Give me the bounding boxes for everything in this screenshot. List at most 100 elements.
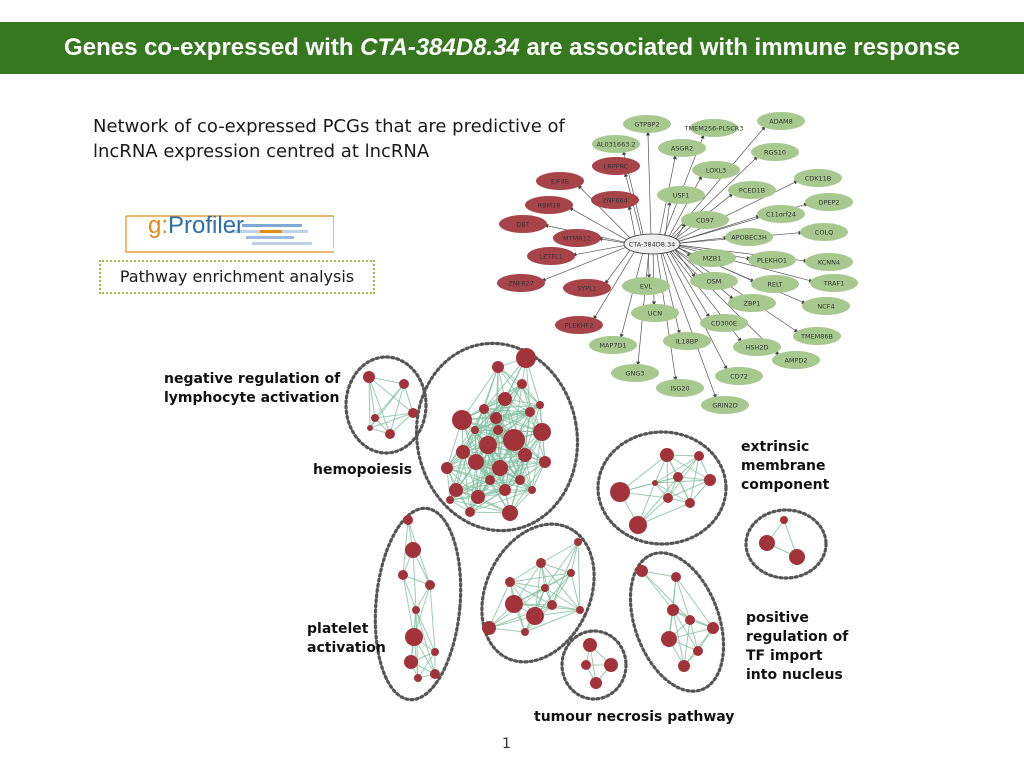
logo-g: g: — [148, 212, 169, 239]
gene-node-ampd2[interactable]: AMPD2 — [772, 351, 820, 369]
gene-label: ASGR2 — [671, 144, 693, 152]
gene-label: RELT — [767, 280, 782, 288]
cluster-node — [536, 558, 546, 568]
title-banner: Genes co-expressed with CTA-384D8.34 are… — [0, 22, 1024, 74]
edge-cd97 — [675, 222, 686, 241]
gene-node-gtpbp2[interactable]: GTPBP2 — [623, 115, 671, 133]
gene-node-lrpprc[interactable]: LRPPRC — [592, 157, 640, 175]
cluster-node — [652, 480, 658, 486]
gene-node-tmem86b[interactable]: TMEM86B — [793, 327, 841, 345]
cluster-label-platelet: platelet activation — [307, 621, 386, 656]
cluster-edges — [402, 519, 436, 679]
cluster-edges — [619, 454, 711, 526]
edge-znf627 — [541, 246, 628, 282]
cluster-outline — [596, 430, 728, 546]
cluster-label-tf-import: positive regulation of TF import into nu… — [746, 610, 849, 683]
gene-node-zbp1[interactable]: ZBP1 — [728, 294, 776, 312]
center-node[interactable]: CTA-384D8.34 — [623, 233, 681, 255]
cluster-node — [574, 538, 582, 546]
gene-node-dpep2[interactable]: DPEP2 — [805, 193, 853, 211]
gene-node-grin2d[interactable]: GRIN2D — [701, 396, 749, 414]
gene-node-znf627[interactable]: ZNF627 — [497, 274, 545, 292]
cluster-node — [502, 505, 518, 521]
gene-node-mtmr12[interactable]: MTMR12 — [553, 229, 601, 247]
gene-node-znf664[interactable]: ZNF664 — [591, 191, 639, 209]
network-description: Network of co-expressed PCGs that are pr… — [93, 116, 565, 162]
gene-node-al031663.2[interactable]: AL031663.2 — [592, 135, 640, 153]
edge-c11orf24 — [677, 214, 761, 243]
gene-node-cd72[interactable]: CD72 — [715, 367, 763, 385]
cluster-node — [399, 379, 409, 389]
gene-label: COLQ — [815, 228, 833, 236]
gene-label: AMPD2 — [784, 356, 807, 364]
gene-label: APOBEC3H — [731, 233, 767, 241]
gene-node-mzb1[interactable]: MZB1 — [688, 249, 736, 267]
gene-label: ISG20 — [670, 384, 689, 392]
gene-node-il18bp[interactable]: IL18BP — [663, 332, 711, 350]
gene-node-sypl1[interactable]: SYPL1 — [563, 279, 611, 297]
gene-node-eif4e[interactable]: EIF4E — [536, 172, 584, 190]
edge-znf664 — [627, 205, 636, 237]
gene-node-evl[interactable]: EVL — [622, 277, 670, 295]
gene-node-rgs10[interactable]: RGS10 — [751, 143, 799, 161]
gene-node-pced1b[interactable]: PCED1B — [728, 181, 776, 199]
gene-node-ucn[interactable]: UCN — [631, 304, 679, 322]
gene-label: CDK11B — [805, 174, 832, 182]
gene-node-asgr2[interactable]: ASGR2 — [658, 139, 706, 157]
gene-label: ZNF664 — [602, 196, 627, 204]
cluster-node — [780, 516, 788, 524]
gene-node-cd300e[interactable]: CD300E — [700, 314, 748, 332]
cluster-node — [518, 448, 532, 462]
gene-label: GTPBP2 — [634, 120, 659, 128]
cluster-node — [516, 348, 536, 368]
cluster-node — [485, 475, 495, 485]
gene-node-lztfl1[interactable]: LZTFL1 — [527, 247, 575, 265]
cluster-node — [404, 655, 418, 669]
cluster-node — [590, 677, 602, 689]
cluster-node — [678, 660, 690, 672]
gene-node-isg20[interactable]: ISG20 — [656, 379, 704, 397]
gene-label: PCED1B — [739, 186, 765, 194]
gene-label: NCF4 — [817, 302, 834, 310]
gene-node-apobec3h[interactable]: APOBEC3H — [725, 228, 773, 246]
cluster-node — [528, 486, 536, 494]
gene-node-kcnn4[interactable]: KCNN4 — [805, 253, 853, 271]
gene-label: PLEKHF2 — [565, 321, 594, 329]
cluster-node — [490, 412, 502, 424]
gene-label: C11orf24 — [766, 210, 796, 218]
cluster-node — [685, 615, 695, 625]
gene-label: EIF4E — [551, 177, 569, 185]
gene-node-relt[interactable]: RELT — [751, 275, 799, 293]
enrichment-clusters — [344, 341, 828, 702]
gene-node-usf1[interactable]: USF1 — [657, 186, 705, 204]
cluster-hemopoiesis — [414, 341, 580, 533]
enrichment-label: Pathway enrichment analysis — [119, 267, 355, 286]
edge-usf1 — [664, 201, 672, 236]
cluster-node — [581, 660, 591, 670]
gene-node-rbm18[interactable]: RBM18 — [525, 196, 573, 214]
gene-node-c11orf24[interactable]: C11orf24 — [757, 205, 805, 223]
gene-node-colq[interactable]: COLQ — [800, 223, 848, 241]
cluster-node — [576, 606, 584, 614]
gene-label: SYPL1 — [577, 284, 597, 292]
gene-node-osm[interactable]: OSM — [690, 272, 738, 290]
gene-node-adam8[interactable]: ADAM8 — [757, 112, 805, 130]
gene-node-cdk11b[interactable]: CDK11B — [794, 169, 842, 187]
cluster-node — [498, 392, 512, 406]
cluster-node — [363, 371, 375, 383]
gene-label: MAP7D1 — [599, 341, 626, 349]
cluster-tf-import — [628, 551, 726, 693]
gene-node-cd97[interactable]: CD97 — [681, 211, 729, 229]
gene-node-tmem256-plscr3[interactable]: TMEM256-PLSCR3 — [684, 119, 744, 137]
gene-node-hsh2d[interactable]: HSH2D — [733, 338, 781, 356]
gene-node-gng3[interactable]: GNG3 — [611, 364, 659, 382]
gene-node-plekhf2[interactable]: PLEKHF2 — [555, 316, 603, 334]
gene-node-map7d1[interactable]: MAP7D1 — [589, 336, 637, 354]
gene-node-loxl3[interactable]: LOXL3 — [692, 161, 740, 179]
gene-node-ncf4[interactable]: NCF4 — [802, 297, 850, 315]
gene-node-plekho1[interactable]: PLEKHO1 — [748, 251, 796, 269]
gene-label: UCN — [648, 309, 662, 317]
gene-node-dbt[interactable]: DBT — [499, 215, 547, 233]
gene-node-traf1[interactable]: TRAF1 — [810, 274, 858, 292]
